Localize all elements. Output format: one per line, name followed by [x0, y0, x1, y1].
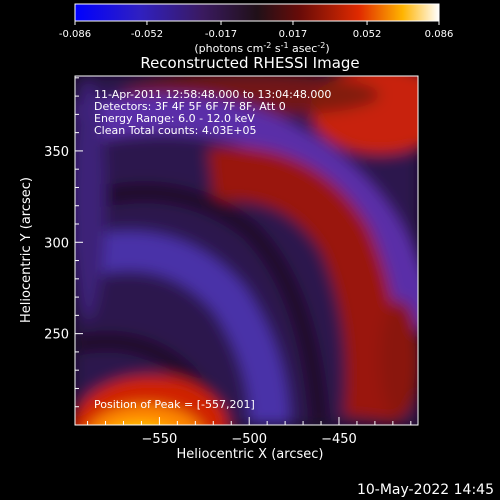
x-tick-label: −500 [231, 432, 267, 447]
x-tick-label: −450 [321, 432, 357, 447]
colorbar-tick-label: -0.052 [131, 29, 163, 40]
annotation-total-counts: Clean Total counts: 4.03E+05 [94, 124, 257, 137]
y-tick-label: 300 [44, 236, 69, 251]
heatmap-image [75, 76, 418, 425]
colorbar-tick-label: -0.086 [59, 29, 91, 40]
colorbar-units-label: (photons cm-2 s-1 asec-2) [194, 41, 329, 55]
colorbar-ticks: -0.086 -0.052 -0.017 0.017 0.052 0.086 [59, 21, 453, 40]
x-axis-ticks: −550 −500 −450 [87, 417, 412, 447]
annotation-block: 11-Apr-2011 12:58:48.000 to 13:04:48.000… [94, 88, 331, 137]
colorbar-tick-label: 0.052 [353, 29, 382, 40]
colorbar-tick-label: 0.086 [425, 29, 454, 40]
y-tick-label: 250 [44, 328, 69, 343]
chart-title: Reconstructed RHESSI Image [140, 54, 359, 72]
x-axis-label: Heliocentric X (arcsec) [177, 447, 324, 462]
x-tick-label: −550 [142, 432, 178, 447]
y-tick-label: 350 [44, 145, 69, 160]
y-axis-ticks: 250 300 350 [44, 77, 83, 408]
colorbar-tick-label: -0.017 [205, 29, 237, 40]
plot-frame [74, 75, 419, 426]
annotation-detectors: Detectors: 3F 4F 5F 6F 7F 8F, Att 0 [94, 100, 286, 113]
annotation-energy-range: Energy Range: 6.0 - 12.0 keV [94, 112, 255, 125]
colorbar-tick-label: 0.017 [279, 29, 308, 40]
colorbar [75, 4, 439, 21]
y-axis-label: Heliocentric Y (arcsec) [19, 177, 34, 323]
peak-position-label: Position of Peak = [-557,201] [94, 398, 255, 411]
render-timestamp: 10-May-2022 14:45 [357, 482, 494, 498]
annotation-time-range: 11-Apr-2011 12:58:48.000 to 13:04:48.000 [94, 88, 331, 101]
